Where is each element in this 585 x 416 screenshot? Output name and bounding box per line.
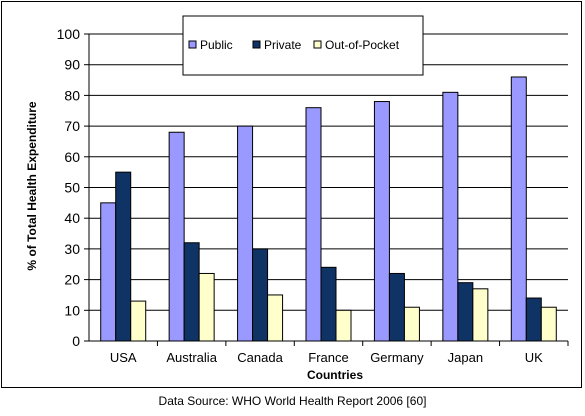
- x-tick-label: USA: [110, 350, 137, 365]
- bar-public: [237, 125, 254, 342]
- bar-public: [168, 131, 185, 342]
- legend: Public Private Out-of-Pocket: [182, 15, 424, 76]
- bar-out-of-pocket: [198, 272, 215, 342]
- bar-public: [373, 101, 390, 342]
- bar-out-of-pocket: [130, 300, 147, 342]
- y-tick-label: 30: [64, 241, 80, 257]
- bar-out-of-pocket: [267, 294, 284, 342]
- legend-label: Private: [264, 38, 302, 52]
- x-tick-label: Australia: [166, 350, 217, 365]
- legend-label: Public: [200, 38, 233, 52]
- y-tick-label: 70: [64, 118, 80, 134]
- y-tick-label: 40: [64, 210, 80, 226]
- y-tick-label: 50: [64, 180, 80, 196]
- x-tick-label: France: [308, 350, 348, 365]
- y-tick-label: 20: [64, 272, 80, 288]
- y-tick-label: 60: [64, 149, 80, 165]
- y-axis-title: % of Total Health Expenditure: [25, 101, 39, 270]
- bar-chart: 0 10 20 30 40 50 60 70 80 90 100 USA Australia Canad…: [25, 15, 569, 382]
- bar-private: [115, 171, 132, 342]
- y-tick-label: 90: [64, 57, 80, 73]
- bar-private: [388, 272, 405, 342]
- y-tick-label: 0: [72, 333, 80, 349]
- x-tick-label: UK: [525, 350, 543, 365]
- data-source-note: Data Source: WHO World Health Report 200…: [158, 394, 427, 408]
- bar-out-of-pocket: [472, 288, 489, 342]
- bar-public: [442, 91, 459, 342]
- bar-private: [183, 242, 200, 342]
- y-tick-label: 80: [64, 87, 80, 103]
- y-tick-labels: 0 10 20 30 40 50 60 70 80 90 100: [57, 26, 81, 349]
- chart-frame: 0 10 20 30 40 50 60 70 80 90 100 USA Australia Canad…: [1, 1, 582, 388]
- legend-swatch: [252, 40, 261, 49]
- x-axis-title: Countries: [307, 368, 363, 382]
- x-tick-labels: USA Australia Canada France Germany Japan UK: [110, 350, 543, 365]
- bar-private: [457, 282, 474, 342]
- bars: [100, 76, 557, 342]
- legend-box: [182, 15, 424, 76]
- y-tick-label: 100: [57, 26, 81, 42]
- legend-swatch: [313, 40, 322, 49]
- bar-private: [525, 297, 542, 342]
- bar-public: [510, 76, 527, 342]
- bar-public: [305, 107, 322, 342]
- x-tick-label: Canada: [237, 350, 283, 365]
- bar-public: [100, 202, 117, 342]
- x-tick-label: Japan: [448, 350, 483, 365]
- bar-out-of-pocket: [540, 306, 557, 342]
- y-tick-label: 10: [64, 302, 80, 318]
- bar-out-of-pocket: [403, 306, 420, 342]
- legend-label: Out-of-Pocket: [325, 38, 400, 52]
- bar-private: [320, 266, 337, 342]
- axes: [84, 33, 569, 346]
- bar-out-of-pocket: [335, 309, 352, 342]
- bar-private: [252, 248, 269, 342]
- legend-swatch: [188, 40, 197, 49]
- x-tick-label: Germany: [370, 350, 424, 365]
